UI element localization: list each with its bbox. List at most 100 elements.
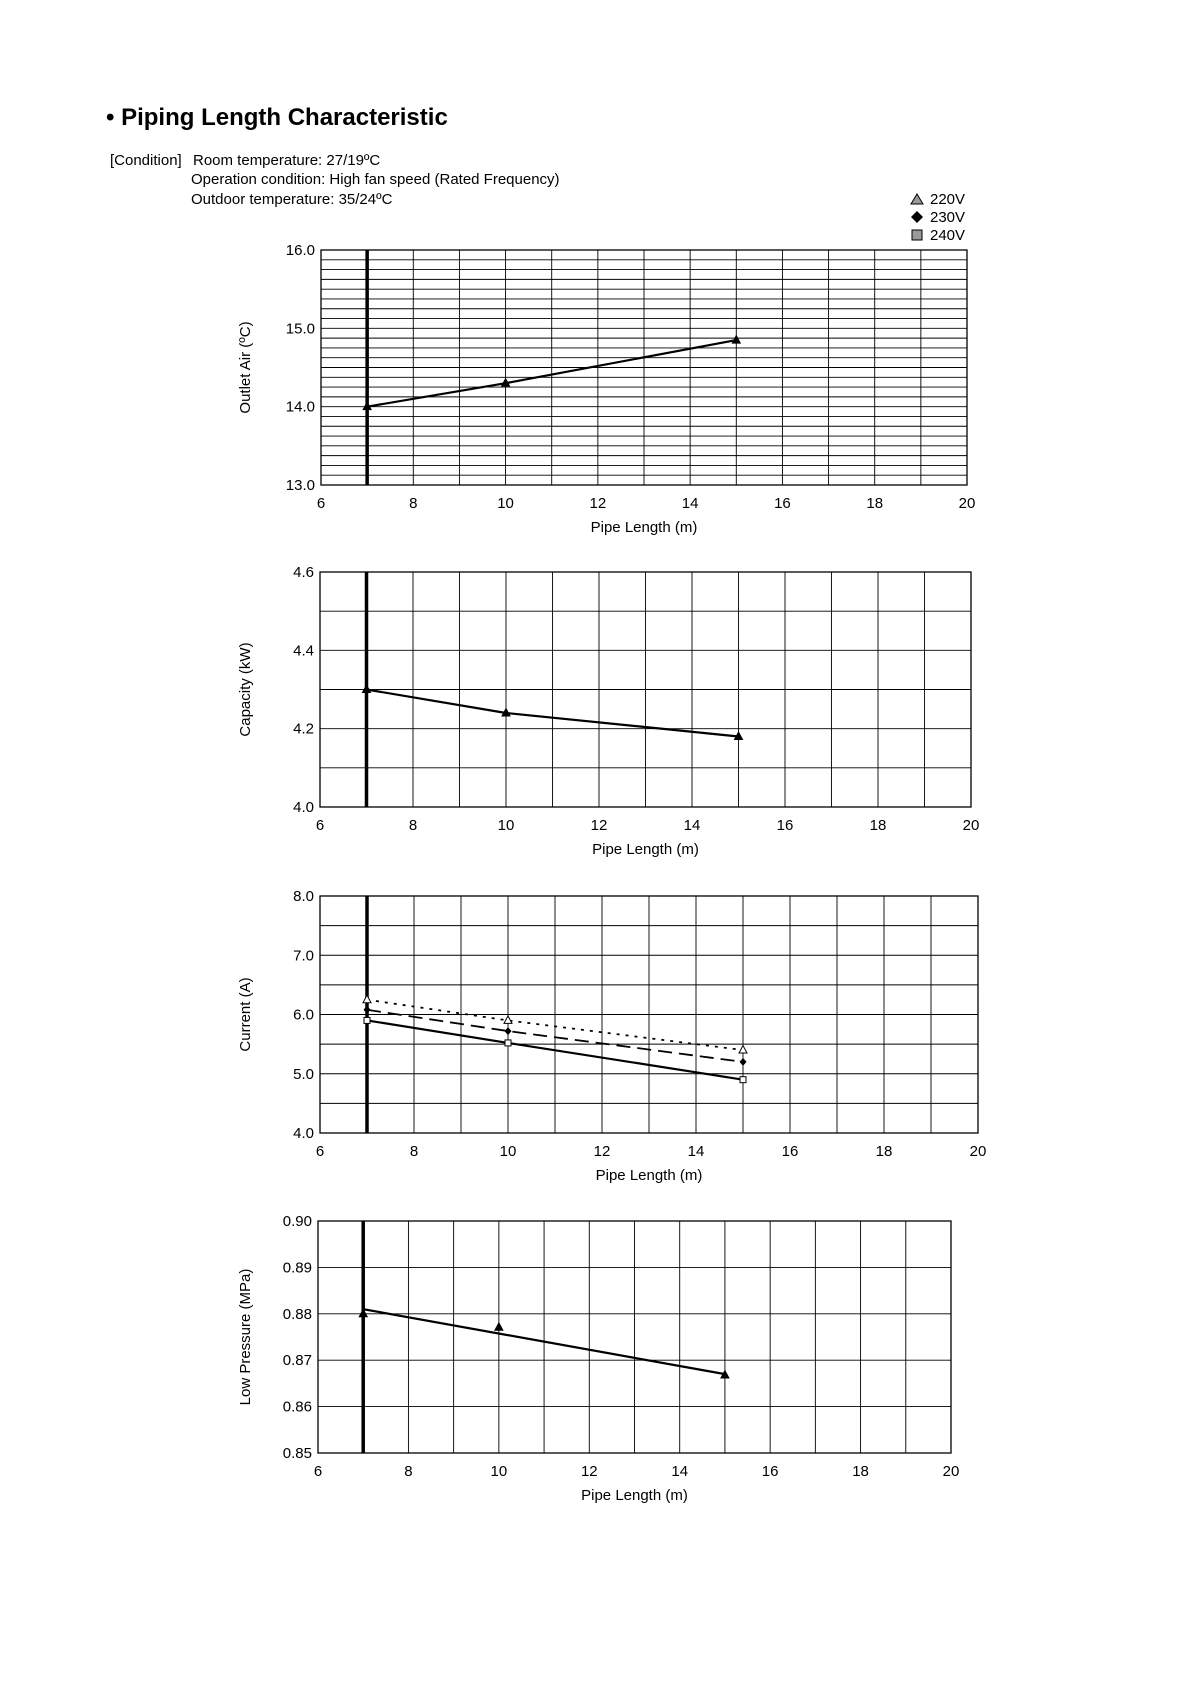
- condition-label: [Condition]: [110, 152, 182, 169]
- x-tick-label: 18: [870, 817, 887, 834]
- series-line-220v: [366, 998, 744, 1051]
- data-point-220v: [358, 1308, 369, 1318]
- x-tick-label: 10: [498, 817, 515, 834]
- y-tick-label: 0.87: [283, 1352, 312, 1369]
- data-point-230v: [504, 1027, 512, 1036]
- x-tick-label: 18: [852, 1463, 869, 1480]
- x-tick-label: 8: [409, 495, 417, 512]
- plot-frame: [319, 571, 972, 808]
- x-tick-label: 16: [774, 495, 791, 512]
- x-axis-label: Pipe Length (m): [592, 841, 699, 858]
- legend-label: 230V: [930, 208, 966, 226]
- y-tick-label: 4.0: [293, 799, 314, 816]
- data-point-220v: [494, 1321, 504, 1331]
- y-axis-label: Outlet Air (ºC): [237, 321, 254, 413]
- x-tick-label: 6: [316, 1143, 324, 1160]
- x-tick-label: 10: [500, 1143, 517, 1160]
- y-tick-label: 0.86: [283, 1399, 312, 1416]
- x-tick-label: 14: [671, 1463, 688, 1480]
- series-line-240v: [366, 339, 737, 408]
- series-line-230v: [366, 1008, 744, 1063]
- legend-item-240v: 240V: [908, 226, 965, 244]
- plot-frame: [317, 1220, 952, 1454]
- y-tick-label: 16.0: [286, 242, 315, 259]
- x-tick-label: 20: [943, 1463, 960, 1480]
- chart-2: 4.0 4.2 4.4 4.6 6 8 10 12 14 16 18 20 Pipe Length (m…: [237, 564, 979, 858]
- y-tick-label: 14.0: [286, 399, 315, 416]
- x-tick-label: 14: [684, 817, 701, 834]
- condition-room-temperature: Room temperature: 27/19ºC: [193, 152, 381, 169]
- triangle-marker-icon: [910, 193, 924, 205]
- y-tick-label: 0.89: [283, 1259, 312, 1276]
- data-point-220v: [361, 683, 372, 693]
- chart-1: 13.0 14.0 15.0 16.0 6 8 10 12 14 16 18 20 Pipe Lengt…: [237, 242, 975, 536]
- x-tick-label: 10: [497, 495, 514, 512]
- x-axis-label: Pipe Length (m): [591, 519, 698, 536]
- x-tick-label: 10: [491, 1463, 508, 1480]
- data-point-240v: [739, 1076, 747, 1084]
- x-tick-label: 16: [762, 1463, 779, 1480]
- y-tick-label: 6.0: [293, 1007, 314, 1024]
- condition-operation: Operation condition: High fan speed (Rat…: [191, 171, 560, 188]
- condition-outdoor-temperature: Outdoor temperature: 35/24ºC: [191, 191, 393, 208]
- x-tick-label: 16: [777, 817, 794, 834]
- x-tick-label: 20: [959, 495, 976, 512]
- plot-frame: [320, 249, 968, 486]
- square-marker-icon: [911, 229, 923, 241]
- y-tick-label: 4.6: [293, 564, 314, 581]
- y-tick-label: 0.90: [283, 1213, 312, 1230]
- x-tick-label: 12: [591, 817, 608, 834]
- y-tick-label: 13.0: [286, 477, 315, 494]
- data-point-240v: [504, 1039, 512, 1047]
- series-line-240v: [366, 688, 739, 738]
- y-tick-label: 8.0: [293, 888, 314, 905]
- x-axis-label: Pipe Length (m): [581, 1487, 688, 1504]
- data-point-220v: [503, 1014, 513, 1024]
- y-axis-label: Capacity (kW): [237, 642, 254, 736]
- x-tick-label: 8: [404, 1463, 412, 1480]
- x-tick-label: 12: [590, 495, 607, 512]
- x-tick-label: 16: [782, 1143, 799, 1160]
- x-tick-label: 14: [688, 1143, 705, 1160]
- y-tick-label: 7.0: [293, 947, 314, 964]
- y-tick-label: 15.0: [286, 320, 315, 337]
- legend-label: 240V: [930, 226, 966, 244]
- chart-4: 0.85 0.86 0.87 0.88 0.89 0.90 6 8 10 12 14 16 18 20 Pi…: [237, 1213, 959, 1504]
- legend-item-230v: 230V: [908, 208, 965, 226]
- data-point-230v: [363, 1005, 371, 1014]
- page-heading: • Piping Length Characteristic: [106, 104, 448, 131]
- data-point-230v: [739, 1057, 747, 1066]
- data-point-240v: [363, 1016, 371, 1024]
- y-tick-label: 0.88: [283, 1306, 312, 1323]
- y-axis-label: Current (A): [237, 977, 254, 1051]
- x-tick-label: 8: [409, 817, 417, 834]
- x-tick-label: 20: [963, 817, 980, 834]
- data-point-220v: [738, 1044, 748, 1054]
- trend-line: [363, 1308, 726, 1376]
- x-axis-label: Pipe Length (m): [596, 1167, 703, 1184]
- y-tick-label: 4.4: [293, 642, 314, 659]
- plot-frame: [319, 895, 979, 1134]
- data-point-220v: [720, 1369, 730, 1379]
- x-tick-label: 6: [314, 1463, 322, 1480]
- x-tick-label: 8: [410, 1143, 418, 1160]
- x-tick-label: 18: [866, 495, 883, 512]
- chart-3: 4.0 5.0 6.0 7.0 8.0 6 8 10 12 14 16 18 20 Pipe Length…: [237, 888, 986, 1184]
- chart-legend: 220V 230V 240V: [908, 190, 965, 244]
- x-tick-label: 12: [594, 1143, 611, 1160]
- y-tick-label: 4.0: [293, 1125, 314, 1142]
- y-tick-label: 0.85: [283, 1445, 312, 1462]
- x-tick-label: 12: [581, 1463, 598, 1480]
- y-tick-label: 4.2: [293, 721, 314, 738]
- diamond-marker-icon: [911, 211, 923, 223]
- y-tick-label: 5.0: [293, 1066, 314, 1083]
- x-tick-label: 14: [682, 495, 699, 512]
- legend-label: 220V: [930, 190, 966, 208]
- x-tick-label: 6: [316, 817, 324, 834]
- y-axis-label: Low Pressure (MPa): [237, 1269, 254, 1406]
- data-point-220v: [731, 334, 742, 344]
- legend-item-220v: 220V: [908, 190, 965, 208]
- x-tick-label: 6: [317, 495, 325, 512]
- data-point-220v: [362, 994, 372, 1004]
